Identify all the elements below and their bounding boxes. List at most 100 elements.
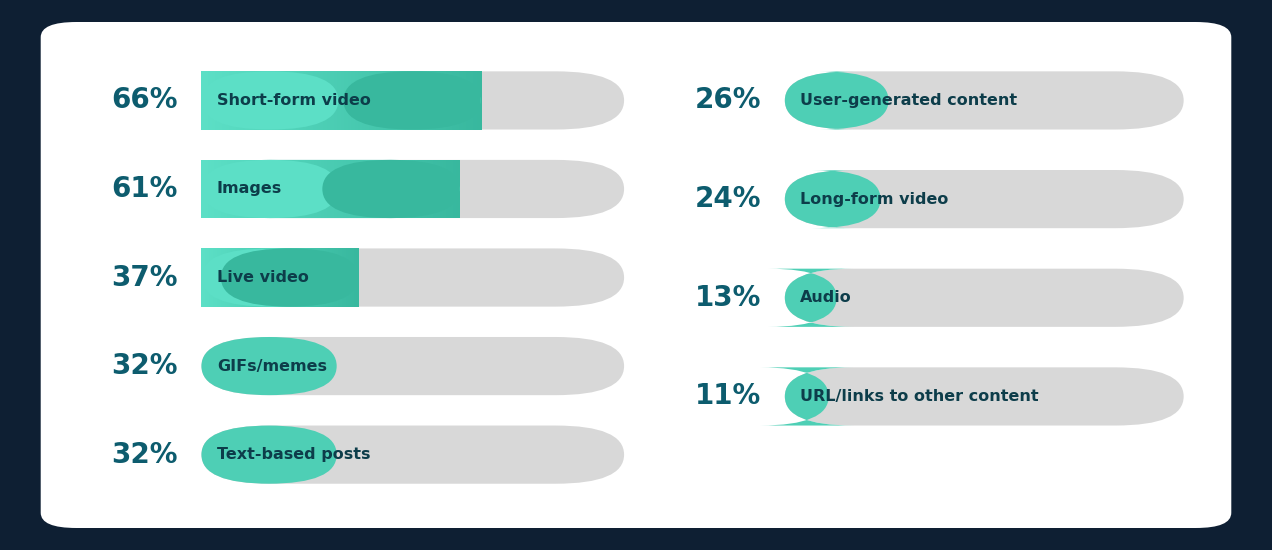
Bar: [343, 160, 347, 218]
Bar: [301, 160, 305, 218]
Bar: [379, 160, 383, 218]
Bar: [314, 160, 319, 218]
Bar: [333, 160, 338, 218]
Bar: [327, 72, 332, 130]
Bar: [240, 160, 244, 218]
Bar: [337, 72, 342, 130]
Bar: [449, 72, 454, 130]
Bar: [218, 160, 221, 218]
Bar: [261, 72, 266, 130]
Bar: [201, 160, 206, 218]
Bar: [411, 72, 416, 130]
Bar: [212, 72, 216, 130]
Bar: [309, 249, 312, 307]
Bar: [332, 249, 336, 307]
Bar: [459, 72, 464, 130]
Bar: [275, 72, 280, 130]
Text: Short-form video: Short-form video: [218, 93, 370, 108]
Bar: [317, 72, 322, 130]
Bar: [237, 72, 240, 130]
Bar: [276, 160, 280, 218]
Bar: [477, 72, 481, 130]
Bar: [351, 72, 356, 130]
Bar: [265, 249, 267, 307]
Bar: [253, 72, 258, 130]
Bar: [279, 160, 284, 218]
FancyBboxPatch shape: [201, 249, 625, 307]
Bar: [327, 249, 329, 307]
Bar: [360, 160, 364, 218]
Bar: [214, 249, 216, 307]
Bar: [467, 72, 471, 130]
Bar: [256, 249, 259, 307]
Bar: [356, 160, 360, 218]
Bar: [247, 249, 249, 307]
Bar: [415, 160, 418, 218]
FancyBboxPatch shape: [201, 249, 338, 307]
Bar: [309, 72, 314, 130]
Bar: [207, 160, 212, 218]
FancyBboxPatch shape: [785, 170, 880, 228]
Bar: [240, 249, 244, 307]
Bar: [327, 160, 332, 218]
Bar: [343, 160, 347, 218]
Bar: [435, 72, 440, 130]
Bar: [445, 72, 450, 130]
Bar: [340, 249, 343, 307]
Bar: [224, 160, 229, 218]
Bar: [408, 160, 412, 218]
Bar: [303, 249, 307, 307]
Bar: [230, 160, 235, 218]
Bar: [230, 249, 234, 307]
Bar: [388, 160, 393, 218]
Bar: [228, 160, 232, 218]
Bar: [342, 249, 345, 307]
Bar: [310, 249, 314, 307]
Bar: [346, 160, 351, 218]
Bar: [469, 72, 474, 130]
Bar: [291, 160, 296, 218]
Bar: [324, 249, 328, 307]
Bar: [363, 160, 368, 218]
Bar: [443, 160, 448, 218]
Bar: [417, 72, 422, 130]
Bar: [214, 160, 219, 218]
Bar: [237, 249, 239, 307]
Bar: [373, 160, 377, 218]
Bar: [350, 160, 354, 218]
Bar: [262, 160, 267, 218]
Bar: [257, 72, 262, 130]
Bar: [350, 249, 354, 307]
Bar: [214, 160, 219, 218]
Bar: [304, 160, 309, 218]
Bar: [352, 249, 355, 307]
Bar: [218, 160, 221, 218]
Bar: [234, 249, 238, 307]
Text: 26%: 26%: [695, 86, 761, 114]
Bar: [265, 72, 268, 130]
Bar: [282, 160, 286, 218]
Bar: [440, 160, 444, 218]
Bar: [369, 72, 374, 130]
Bar: [230, 249, 234, 307]
Bar: [415, 72, 418, 130]
Bar: [201, 72, 206, 130]
Text: Live video: Live video: [218, 270, 309, 285]
Bar: [337, 160, 341, 218]
Bar: [314, 249, 318, 307]
Bar: [249, 160, 254, 218]
Bar: [301, 249, 304, 307]
Bar: [305, 249, 308, 307]
Bar: [439, 72, 443, 130]
Bar: [398, 160, 402, 218]
Bar: [251, 249, 253, 307]
Bar: [223, 72, 226, 130]
Bar: [403, 72, 408, 130]
Bar: [463, 72, 468, 130]
Bar: [276, 249, 279, 307]
Bar: [459, 72, 464, 130]
Bar: [336, 249, 340, 307]
Bar: [244, 249, 248, 307]
Bar: [435, 72, 440, 130]
Bar: [218, 249, 220, 307]
